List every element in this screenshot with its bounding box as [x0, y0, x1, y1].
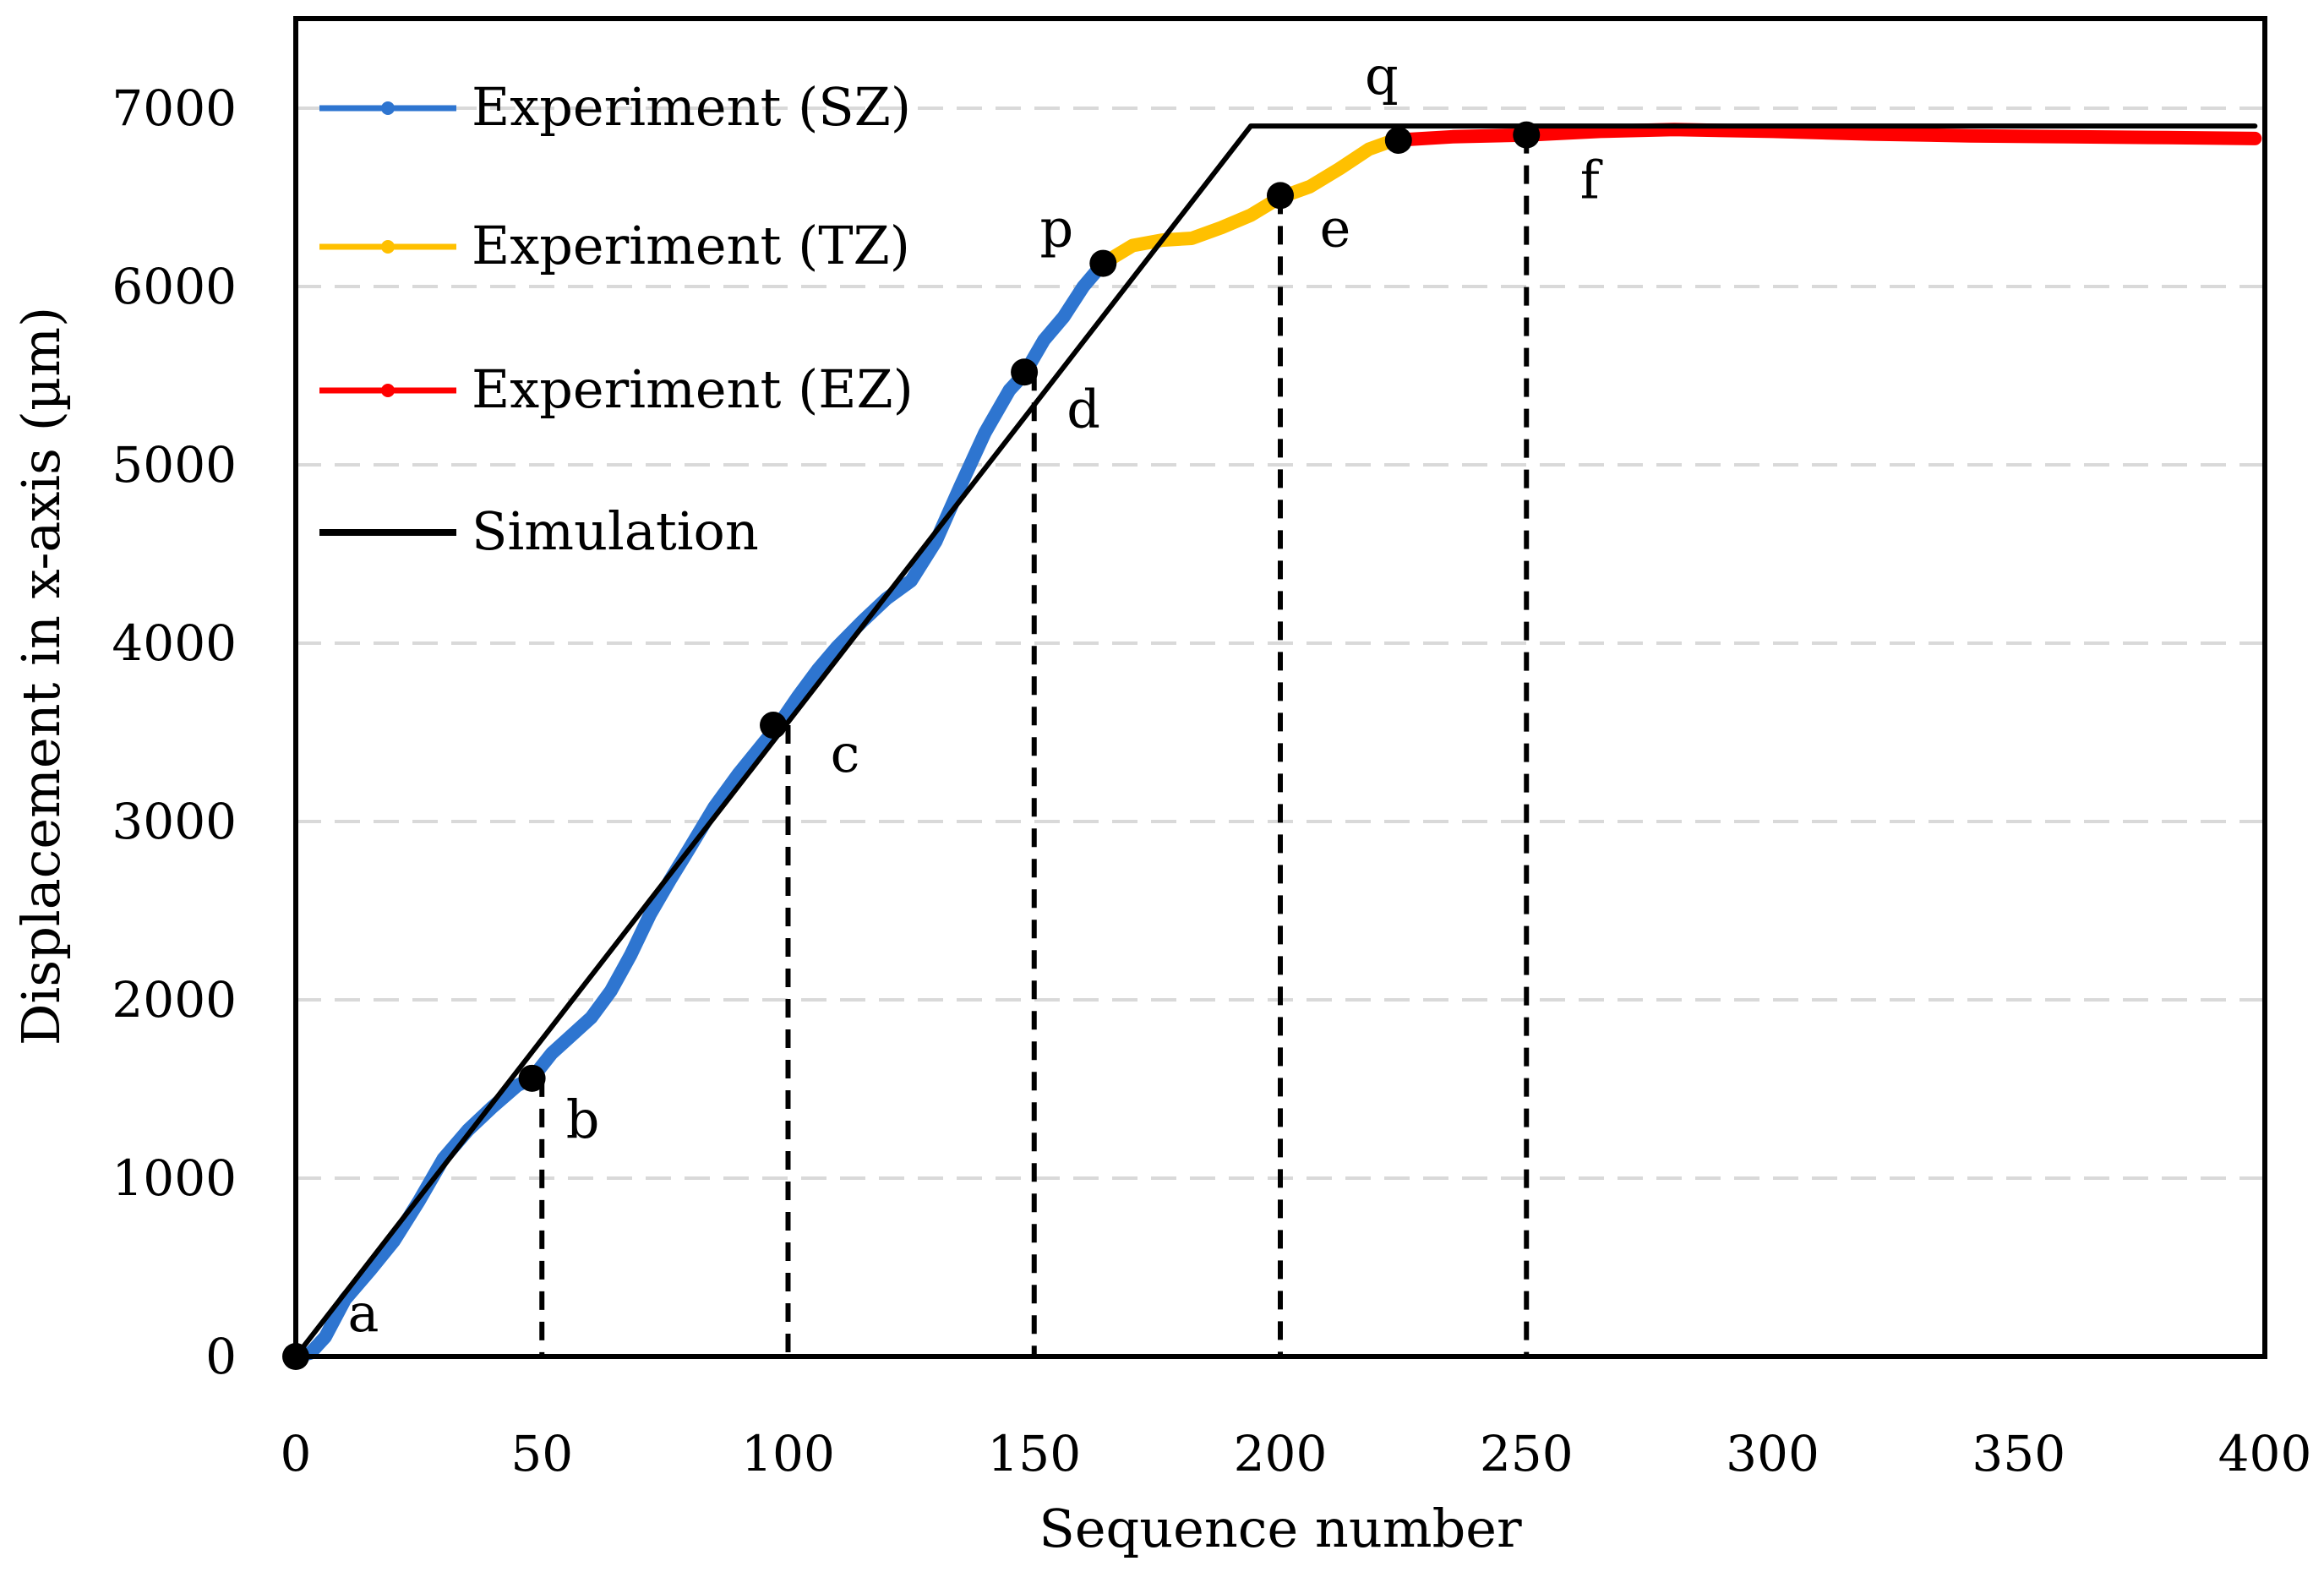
y-tick-label: 7000: [112, 79, 237, 137]
key-point-e: [1267, 182, 1294, 210]
key-point-b: [518, 1064, 546, 1092]
key-point-c: [760, 712, 788, 740]
legend-label: Experiment (SZ): [472, 76, 911, 138]
x-tick-label: 150: [987, 1425, 1081, 1482]
legend-label: Simulation: [472, 500, 759, 562]
legend-label: Experiment (TZ): [472, 215, 910, 276]
y-tick-label: 2000: [112, 971, 237, 1029]
key-point-d: [1011, 358, 1039, 386]
legend-marker-2: [381, 384, 395, 397]
y-tick-label: 6000: [112, 258, 237, 315]
plot-frame: [293, 16, 2267, 1359]
series-line-2: [1387, 123, 2262, 147]
key-point-q: [1384, 126, 1412, 154]
y-tick-label: 3000: [112, 793, 237, 850]
drop-lines: [539, 134, 1530, 1356]
series-line-1: [1096, 134, 1400, 270]
y-tick-label: 0: [205, 1328, 237, 1385]
x-tick-label: 250: [1480, 1425, 1574, 1482]
key-point-f: [1513, 121, 1541, 149]
x-tick-label: 300: [1726, 1425, 1819, 1482]
y-tick-label: 4000: [112, 614, 237, 672]
series-line-0: [289, 256, 1110, 1363]
key-point-label-e: e: [1320, 197, 1351, 259]
x-tick-label: 350: [1972, 1425, 2065, 1482]
y-tick-label: 5000: [112, 436, 237, 494]
series-group: [289, 123, 2262, 1363]
key-point-p: [1089, 249, 1117, 277]
key-point-label-a: a: [348, 1282, 379, 1344]
key-point-label-d: d: [1067, 378, 1100, 439]
x-axis-label: Sequence number: [1039, 1498, 1522, 1559]
y-tick-label: 1000: [112, 1149, 237, 1207]
x-tick-label: 100: [741, 1425, 835, 1482]
x-tick-labels: 0 50 100 150 200 250 300 350 400: [281, 1425, 2312, 1482]
key-point-label-q: q: [1365, 45, 1399, 106]
x-tick-label: 400: [2218, 1425, 2312, 1482]
y-axis-label: Displacement in x-axis (µm): [10, 307, 72, 1045]
y-tick-labels: 0 1000 2000 3000 4000 5000 6000 7000: [112, 79, 237, 1385]
key-point-label-p: p: [1039, 198, 1073, 259]
legend-marker-1: [381, 240, 395, 254]
legend-marker-0: [381, 101, 395, 115]
key-point-label-c: c: [831, 723, 860, 784]
legend: Experiment (SZ) Experiment (TZ) Experiment…: [319, 76, 914, 562]
key-point-label-b: b: [566, 1089, 600, 1150]
series-line-3: [293, 123, 2258, 1359]
x-tick-label: 200: [1234, 1425, 1328, 1482]
x-tick-label: 50: [510, 1425, 573, 1482]
legend-label: Experiment (EZ): [472, 358, 914, 420]
x-tick-label: 0: [281, 1425, 312, 1482]
key-point-label-f: f: [1580, 150, 1603, 211]
key-points: a b c d p e q f: [282, 45, 1603, 1370]
